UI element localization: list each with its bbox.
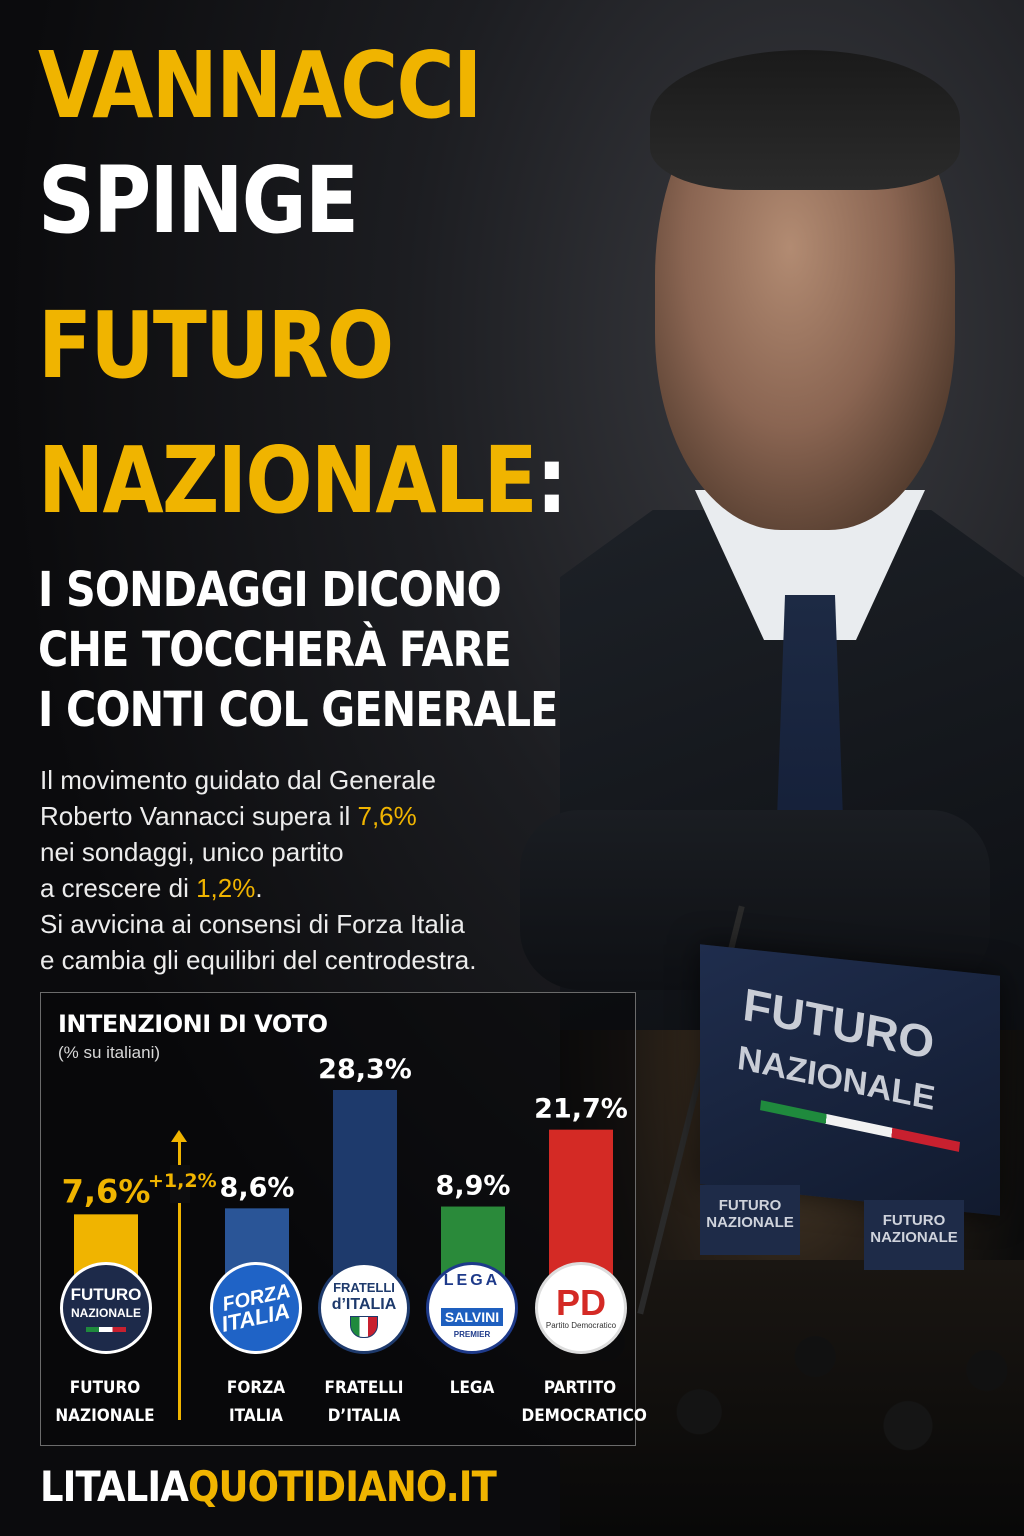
small-flag-2: FUTURO NAZIONALE	[864, 1200, 964, 1270]
cat-fdi-line1: FRATELLI	[324, 1378, 404, 1398]
pd-logo-line1: PD	[555, 1282, 606, 1323]
growth-label: +1,2%	[148, 1170, 217, 1192]
lega-logo-icon: LEGA SALVINI PREMIER	[426, 1262, 518, 1354]
headline-line4-text: NAZIONALE	[38, 427, 538, 534]
small-flag-1-text: FUTURO NAZIONALE	[706, 1197, 794, 1231]
value-label-3: 28,3%	[318, 1054, 412, 1085]
footer-part2: QUOTIDIANO.IT	[188, 1462, 497, 1511]
body-line6: e cambia gli equilibri del centrodestra.	[40, 945, 477, 975]
subtitle-line1: I SONDAGGI DICONO	[38, 562, 502, 618]
cat-fdi-line2: D’ITALIA	[327, 1406, 401, 1426]
value-label-2: 8,6%	[220, 1172, 295, 1203]
partito-democratico-logo-icon: PD Partito Democratico	[535, 1262, 627, 1354]
body-line4-end: .	[255, 873, 263, 903]
chart-title: INTENZIONI DI VOTO	[58, 1010, 328, 1038]
footer-site: LITALIAQUOTIDIANO.IT	[40, 1462, 497, 1511]
small-flag-2-text: FUTURO NAZIONALE	[870, 1212, 958, 1246]
cat-pd-line2: DEMOCRATICO	[521, 1406, 647, 1426]
category-label: FUTURO NAZIONALE	[47, 1374, 164, 1430]
subtitle-line3: I CONTI COL GENERALE	[38, 682, 558, 738]
futuro-nazionale-logo-icon: FUTURO NAZIONALE	[60, 1262, 152, 1354]
cat-fn-line2: NAZIONALE	[55, 1406, 155, 1426]
body-line1: Il movimento guidato dal Generale	[40, 765, 437, 795]
category-label: PARTITO DEMOCRATICO	[521, 1374, 647, 1430]
body-line2: Roberto Vannacci supera il 7,6%	[40, 798, 540, 834]
body-text: Il movimento guidato dal Generale Robert…	[40, 762, 540, 978]
cat-fi-line1: FORZA	[226, 1378, 286, 1398]
fdi-logo-line2: d’ITALIA	[331, 1295, 397, 1313]
chart-panel	[40, 992, 636, 1446]
headline-line1: VANNACCI	[38, 32, 482, 139]
pd-logo-line2: Partito Democratico	[545, 1321, 617, 1330]
body-line2-text: Roberto Vannacci supera il	[40, 801, 358, 831]
cat-fi-line2: ITALIA	[228, 1406, 284, 1426]
body-highlight-1-2: 1,2%	[196, 873, 256, 903]
fn-logo-line2: NAZIONALE	[71, 1305, 141, 1320]
chart-subtitle: (% su italiani)	[58, 1043, 161, 1062]
lega-logo-line1: LEGA	[443, 1272, 501, 1289]
footer-part1: LITALIA	[40, 1462, 189, 1511]
headline-line3: FUTURO	[38, 292, 394, 399]
value-label-4: 8,9%	[436, 1171, 511, 1202]
value-label-5: 21,7%	[534, 1094, 628, 1125]
subtitle: I SONDAGGI DICONO CHE TOCCHERÀ FARE I CO…	[38, 560, 558, 740]
fdi-logo-line1: FRATELLI	[333, 1279, 395, 1295]
body-line4-text: a crescere di	[40, 873, 197, 903]
value-label-1: 7,6%	[62, 1172, 151, 1210]
forza-italia-logo-icon: FORZA ITALIA	[210, 1262, 302, 1354]
subtitle-line2: CHE TOCCHERÀ FARE	[38, 622, 512, 678]
fn-logo-line1: FUTURO	[70, 1284, 142, 1304]
headline-line4: NAZIONALE:	[38, 435, 568, 527]
category-label: FORZA ITALIA	[198, 1374, 315, 1430]
category-label: LEGA	[414, 1374, 531, 1402]
cat-pd-line1: PARTITO	[543, 1378, 617, 1398]
growth-arrow-gap	[170, 1165, 190, 1203]
small-flag-1: FUTURO NAZIONALE	[700, 1185, 800, 1255]
cat-lega-line1: LEGA	[449, 1378, 495, 1398]
cat-fn-line1: FUTURO	[69, 1378, 141, 1398]
body-line3: nei sondaggi, unico partito	[40, 837, 344, 867]
lega-logo-line2: SALVINI	[440, 1308, 504, 1326]
body-highlight-7-6: 7,6%	[357, 801, 417, 831]
fratelli-ditalia-logo-icon: FRATELLI d’ITALIA	[318, 1262, 410, 1354]
headline-line2: SPINGE	[38, 147, 359, 254]
lega-logo-line3: PREMIER	[453, 1330, 491, 1339]
body-line5: Si avvicina ai consensi di Forza Italia	[40, 909, 465, 939]
crowd-heads	[560, 1260, 1024, 1536]
body-line4: a crescere di 1,2%.	[40, 870, 540, 906]
hair	[650, 50, 960, 190]
headline-colon: :	[535, 427, 568, 534]
category-label: FRATELLI D’ITALIA	[306, 1374, 423, 1430]
growth-arrow-icon	[171, 1130, 187, 1420]
